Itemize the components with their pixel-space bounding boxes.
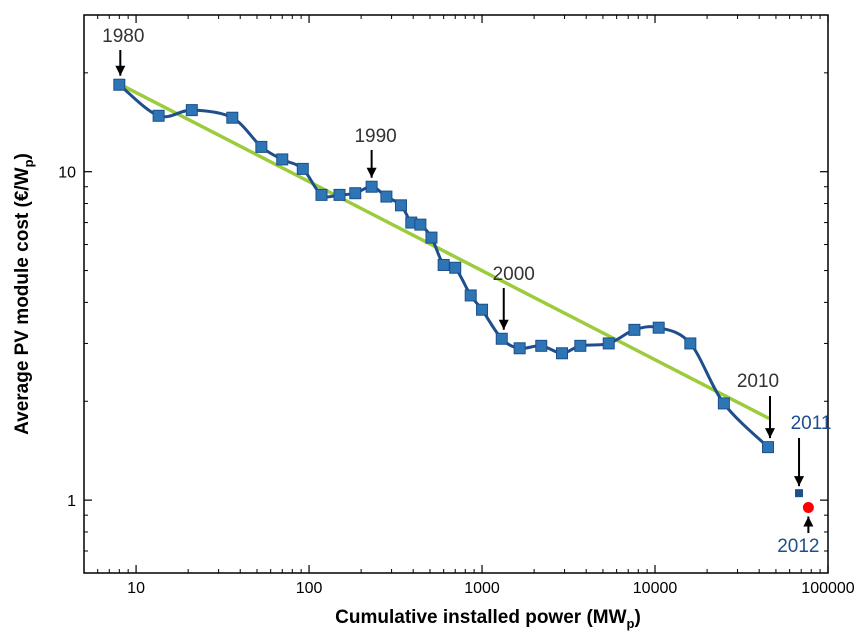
plot-frame	[83, 14, 829, 574]
data-point	[464, 289, 477, 302]
arrow-1980	[115, 50, 126, 76]
arrow-2011-head	[794, 476, 805, 487]
y-tick-label: 1	[67, 493, 76, 510]
data-point	[449, 261, 462, 274]
x-axis-title: Cumulative installed power (MWp)	[335, 607, 641, 631]
annotation-1990: 1990	[354, 126, 396, 147]
x-tick-label: 100	[296, 580, 323, 597]
annotations-group: 1980 1990 2000 2010 2011 2012	[102, 26, 831, 557]
data-point	[425, 231, 438, 244]
data-point	[574, 339, 587, 352]
arrow-2000-head	[498, 319, 509, 330]
data-point	[652, 321, 665, 334]
data-point	[602, 337, 615, 350]
data-point	[556, 347, 569, 360]
trend-line-group	[117, 82, 770, 420]
annotation-2000: 2000	[493, 264, 535, 285]
data-point	[394, 199, 407, 212]
x-tick-label: 10000	[633, 580, 678, 597]
data-point	[276, 153, 289, 166]
y-tick-label: 10	[58, 165, 76, 182]
data-point-2012	[802, 501, 814, 513]
data-point	[333, 188, 346, 201]
annotation-1980: 1980	[102, 26, 144, 47]
x-tick-label: 100000	[801, 580, 854, 597]
data-point	[380, 190, 393, 203]
annotation-2011: 2011	[791, 413, 832, 434]
arrow-1980-head	[115, 65, 126, 76]
axis-ticks: 10 100 1000 10000 100000 1 10	[58, 15, 855, 597]
data-point	[315, 188, 328, 201]
data-point	[437, 258, 450, 271]
data-point	[414, 218, 427, 231]
data-point	[684, 337, 697, 350]
data-point	[513, 342, 526, 355]
data-point	[762, 441, 775, 454]
data-point	[717, 397, 730, 410]
arrow-2000	[498, 288, 509, 330]
data-point	[365, 180, 378, 193]
arrow-2012	[803, 516, 814, 533]
data-point	[152, 109, 165, 122]
annotation-2012: 2012	[777, 536, 819, 557]
data-point	[255, 140, 268, 153]
data-series-group	[113, 78, 814, 513]
data-point	[185, 104, 198, 117]
arrow-2012-head	[803, 516, 814, 527]
data-point	[349, 187, 362, 200]
y-axis-title: Average PV module cost (€/Wp)	[12, 153, 36, 435]
arrow-2010-head	[765, 428, 776, 439]
data-point	[628, 323, 641, 336]
trend-line	[117, 82, 770, 420]
data-point	[476, 303, 489, 316]
data-point	[113, 78, 126, 91]
x-tick-label: 10	[127, 580, 145, 597]
arrow-1990	[366, 150, 377, 178]
arrow-2011	[794, 438, 805, 487]
data-point	[226, 111, 239, 124]
data-point	[535, 339, 548, 352]
data-point-2011	[795, 489, 804, 498]
data-point	[296, 162, 309, 175]
arrow-2010	[765, 396, 776, 439]
data-point	[495, 332, 508, 345]
arrow-1990-head	[366, 167, 377, 178]
x-tick-label: 1000	[464, 580, 500, 597]
annotation-2010: 2010	[737, 371, 779, 392]
